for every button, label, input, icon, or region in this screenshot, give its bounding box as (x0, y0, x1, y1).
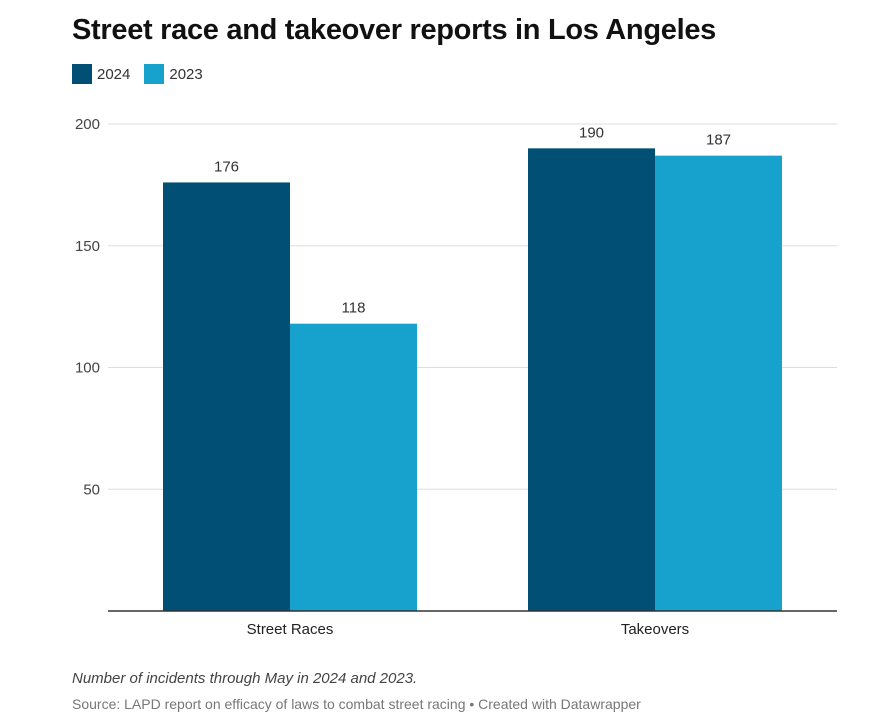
data-label: 118 (342, 300, 366, 317)
bar-chart: 50 100 150 200 176 118 Street Races 190 187 Takeo… (75, 116, 837, 638)
legend-label-2024: 2024 (97, 65, 131, 83)
legend-swatch-2024 (72, 64, 92, 84)
bar-2023-takeovers (655, 155, 782, 611)
x-category-label: Street Races (247, 621, 334, 638)
legend-item-2024: 2024 (72, 64, 130, 84)
chart-title: Street race and takeover reports in Los … (72, 14, 717, 46)
bar-2024-street-races (163, 182, 290, 611)
y-tick-label: 150 (75, 238, 100, 255)
data-label: 190 (579, 124, 604, 141)
chart-note: Number of incidents through May in 2024 … (72, 670, 418, 687)
y-tick-label: 200 (75, 116, 100, 133)
bar-2024-takeovers (528, 148, 655, 611)
bar-2023-street-races (290, 323, 417, 611)
data-label: 176 (214, 158, 239, 175)
chart-source: Source: LAPD report on efficacy of laws … (72, 696, 641, 712)
legend-swatch-2023 (144, 64, 165, 84)
y-tick-label: 50 (83, 481, 100, 498)
data-label: 187 (706, 132, 731, 149)
legend: 2024 2023 (72, 64, 217, 84)
legend-item-2023: 2023 (144, 64, 203, 84)
x-category-label: Takeovers (621, 621, 689, 638)
y-tick-label: 100 (75, 360, 100, 377)
legend-label-2023: 2023 (169, 65, 203, 83)
